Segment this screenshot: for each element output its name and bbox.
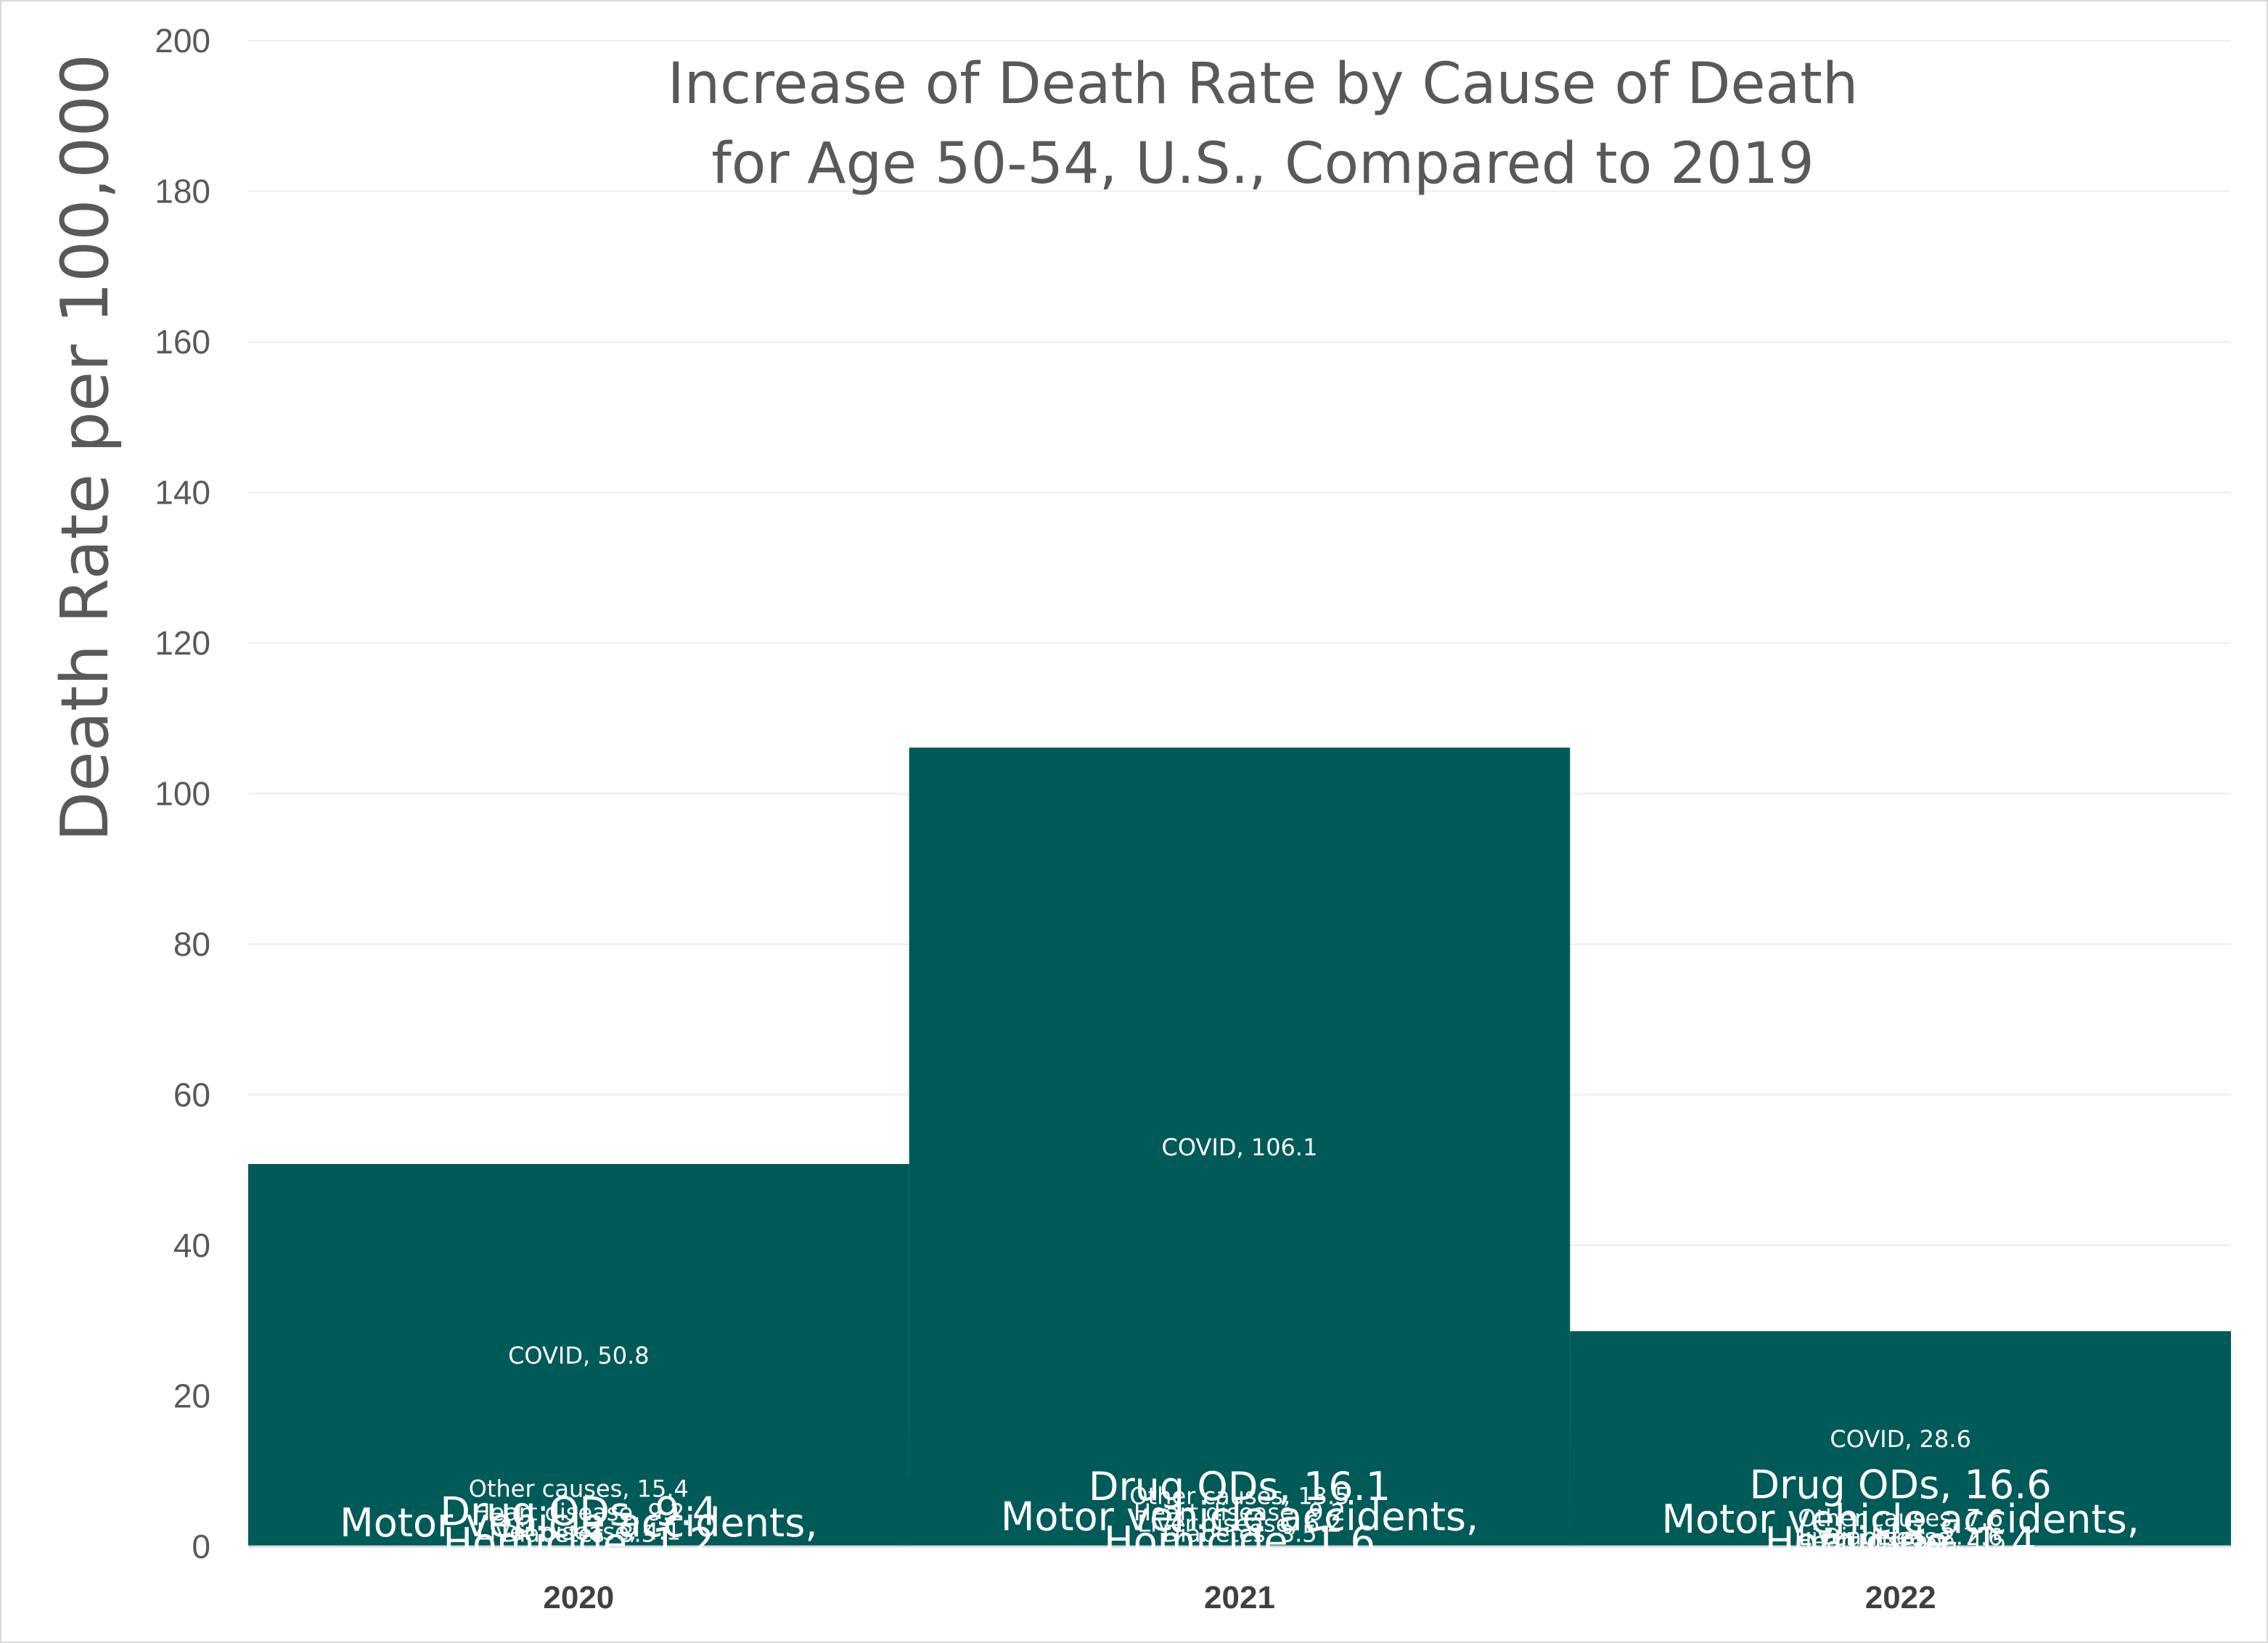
x-tick-label-2021: 2021 [1204, 1580, 1275, 1615]
bars [248, 747, 2231, 1546]
data-label-heart-disease-2022: Heart disease, 1.5 [1795, 1528, 2007, 1555]
y-tick-label: 140 [155, 474, 210, 512]
y-tick-label: 60 [173, 1076, 210, 1114]
data-label-liver-disease-2022: Liver disease, 2.6 [1798, 1523, 2002, 1551]
data-label-covid-2022: COVID, 28.6 [1830, 1425, 1971, 1453]
data-label-diabetes-2020: Diabetes, 3.5 [502, 1520, 656, 1547]
axes: 0 20 40 60 80 100 120 140 160 180 200 2020 2021 2022 [155, 22, 2231, 1615]
x-tick-label-2022: 2022 [1865, 1580, 1936, 1615]
y-tick-label: 0 [192, 1528, 210, 1565]
data-label-liver-disease-2020: Liver disease, 4.1 [477, 1517, 681, 1545]
data-label-heart-disease-2020: Heart disease, 9.2 [472, 1499, 684, 1526]
data-label-other-causes-2020: Other causes, 15.4 [469, 1475, 689, 1503]
data-label-covid-2021: COVID, 106.1 [1162, 1134, 1318, 1161]
data-label-liver-disease-2021: Liver disease, 6.2 [1137, 1509, 1341, 1537]
data-label-other-causes-2021: Other causes, 13.5 [1129, 1482, 1349, 1509]
data-label-diabetes-2022: Diabetes, 2.7 [1823, 1523, 1978, 1551]
y-tick-label: 180 [155, 173, 210, 210]
bar-segment-covid-2022 [1570, 1331, 2231, 1546]
x-tick-label-2020: 2020 [543, 1580, 614, 1615]
data-label-motor-vehicle-accidents-2022: Motor vehicle accidents, 1.7 [1661, 1496, 2139, 1593]
y-tick-label: 20 [173, 1377, 210, 1415]
data-label-heart-disease-2021: Heart disease, 9.2 [1134, 1499, 1346, 1526]
data-label-homicide-2022: Homicide, 1.4 [1765, 1519, 2036, 1565]
data-label-homicide-2020: Homicide, 1.2 [443, 1520, 715, 1565]
data-label-drug-ods-2022: Drug ODs, 16.6 [1750, 1462, 2052, 1507]
data-label-motor-vehicle-accidents-2021: Motor vehicle accidents, 2.4 [1001, 1494, 1478, 1591]
chart-title-line-1: Increase of Death Rate by Cause of Death [668, 52, 1859, 117]
data-label-covid-2020: COVID, 50.8 [508, 1342, 650, 1369]
chart-title-line-2: for Age 50-54, U.S., Compared to 2019 [711, 131, 1814, 197]
data-label-other-causes-2022: Other causes, 7.6 [1798, 1504, 2003, 1532]
y-tick-label: 200 [155, 22, 210, 60]
y-tick-label: 80 [173, 925, 210, 963]
y-tick-label: 120 [155, 624, 210, 662]
data-label-drug-ods-2020: Drug ODs, 9.4 [440, 1489, 717, 1535]
chart-title: Increase of Death Rate by Cause of Death… [668, 52, 1859, 197]
data-label-homicide-2021: Homicide, 1.6 [1104, 1518, 1375, 1564]
y-axis-label: Death Rate per 100,000 [47, 54, 123, 842]
y-tick-label: 40 [173, 1226, 210, 1264]
bar-segment-covid-2020 [248, 1163, 909, 1546]
data-label-motor-vehicle-accidents-2020: Motor vehicle accidents, 0.8 [340, 1500, 817, 1597]
y-tick-label: 160 [155, 323, 210, 361]
data-label-drug-ods-2021: Drug ODs, 16.1 [1089, 1464, 1391, 1509]
bar-segment-covid-2021 [909, 747, 1571, 1546]
y-tick-label: 100 [155, 775, 210, 813]
data-label-diabetes-2021: Diabetes, 3.5 [1162, 1520, 1317, 1547]
